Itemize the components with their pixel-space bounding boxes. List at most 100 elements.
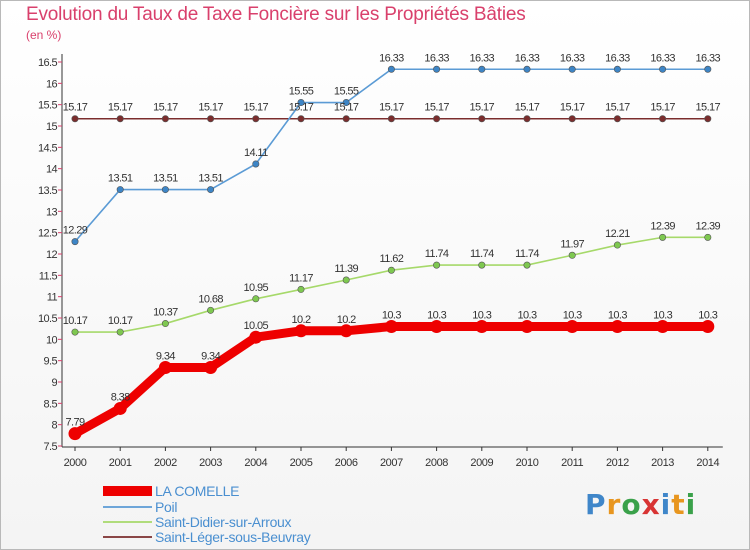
data-label: 15.55 bbox=[289, 86, 314, 98]
y-tick-label: 10 bbox=[46, 334, 58, 346]
data-point bbox=[116, 115, 124, 123]
data-label: 10.3 bbox=[517, 310, 536, 322]
data-label: 15.17 bbox=[379, 102, 404, 114]
data-label: 11.97 bbox=[560, 238, 584, 250]
data-point bbox=[659, 233, 667, 241]
data-point bbox=[387, 65, 395, 73]
y-tick-label: 11.5 bbox=[39, 270, 58, 282]
data-label: 16.33 bbox=[696, 52, 721, 64]
y-tick-label: 12 bbox=[46, 249, 58, 261]
data-label: 16.33 bbox=[515, 52, 540, 64]
data-label: 15.17 bbox=[605, 102, 630, 114]
data-point bbox=[704, 65, 712, 73]
data-label: 10.17 bbox=[108, 315, 133, 327]
y-tick-label: 8 bbox=[51, 420, 57, 432]
data-point bbox=[478, 115, 486, 123]
y-tick-label: 9 bbox=[51, 377, 57, 389]
data-point bbox=[339, 324, 353, 338]
x-tick-label: 2007 bbox=[380, 457, 403, 469]
data-point bbox=[387, 266, 395, 274]
data-point bbox=[158, 360, 172, 374]
data-point bbox=[71, 238, 79, 246]
data-point bbox=[565, 320, 579, 334]
data-point bbox=[204, 360, 218, 374]
x-tick-label: 2002 bbox=[154, 457, 177, 469]
data-label: 14.11 bbox=[244, 147, 268, 159]
y-tick-label: 14 bbox=[46, 164, 58, 176]
proxiti-logo: Proxiti bbox=[585, 488, 697, 521]
legend-label: Saint-Didier-sur-Arroux bbox=[155, 514, 292, 530]
data-point bbox=[523, 65, 531, 73]
data-label: 11.17 bbox=[289, 272, 313, 284]
data-label: 15.17 bbox=[650, 102, 675, 114]
y-tick-label: 13.5 bbox=[38, 185, 57, 197]
data-label: 10.17 bbox=[63, 315, 88, 327]
x-tick-label: 2014 bbox=[696, 457, 719, 469]
data-point bbox=[207, 115, 215, 123]
series-line-la-comelle bbox=[70, 322, 713, 439]
data-label: 10.3 bbox=[427, 310, 446, 322]
data-point bbox=[342, 115, 350, 123]
data-point bbox=[659, 115, 667, 123]
x-tick-label: 2010 bbox=[516, 457, 539, 469]
data-point bbox=[116, 186, 124, 194]
x-tick-label: 2008 bbox=[425, 457, 448, 469]
data-label: 10.2 bbox=[291, 314, 310, 326]
chart-title: Evolution du Taux de Taxe Foncière sur l… bbox=[26, 4, 526, 25]
data-point bbox=[207, 186, 215, 194]
y-tick-label: 16.5 bbox=[38, 57, 57, 69]
data-label: 16.33 bbox=[605, 52, 630, 64]
data-label: 12.39 bbox=[650, 220, 675, 232]
y-axis-unit: (en %) bbox=[26, 28, 62, 42]
data-label: 11.74 bbox=[470, 248, 494, 260]
data-point bbox=[252, 115, 260, 123]
data-point bbox=[656, 320, 670, 334]
data-label: 10.3 bbox=[382, 310, 401, 322]
data-label: 13.51 bbox=[108, 173, 133, 185]
data-point bbox=[613, 65, 621, 73]
y-tick-label: 12.5 bbox=[38, 228, 57, 240]
data-label: 15.17 bbox=[424, 102, 449, 114]
data-point bbox=[430, 320, 444, 334]
data-point bbox=[704, 233, 712, 241]
x-tick-label: 2011 bbox=[561, 457, 583, 469]
data-point bbox=[433, 261, 441, 269]
data-label: 16.33 bbox=[650, 52, 675, 64]
series-line-poil bbox=[74, 68, 709, 243]
y-tick-label: 7.5 bbox=[44, 441, 58, 453]
data-label: 15.17 bbox=[63, 102, 88, 114]
data-label: 16.33 bbox=[424, 52, 449, 64]
data-label: 13.51 bbox=[198, 173, 223, 185]
data-point bbox=[207, 306, 215, 314]
data-label: 16.33 bbox=[560, 52, 585, 64]
data-label: 12.29 bbox=[63, 225, 88, 237]
data-label: 9.34 bbox=[201, 350, 220, 362]
data-label: 10.2 bbox=[337, 314, 356, 326]
y-tick-label: 9.5 bbox=[44, 356, 58, 368]
y-tick-label: 15 bbox=[46, 121, 58, 133]
data-point bbox=[613, 115, 621, 123]
data-point bbox=[342, 276, 350, 284]
data-point bbox=[161, 320, 169, 328]
legend-label: Poil bbox=[155, 499, 177, 515]
data-point bbox=[433, 115, 441, 123]
data-point bbox=[113, 401, 127, 415]
data-point bbox=[116, 328, 124, 336]
y-tick-label: 14.5 bbox=[38, 142, 57, 154]
x-tick-label: 2003 bbox=[199, 457, 222, 469]
data-label: 10.3 bbox=[472, 310, 491, 322]
data-point bbox=[568, 251, 576, 259]
data-label: 10.37 bbox=[153, 307, 178, 319]
data-point bbox=[704, 115, 712, 123]
data-point bbox=[71, 115, 79, 123]
data-label: 13.51 bbox=[153, 173, 178, 185]
data-point bbox=[613, 241, 621, 249]
data-point bbox=[568, 115, 576, 123]
data-point bbox=[161, 186, 169, 194]
data-point bbox=[610, 320, 624, 334]
data-point bbox=[297, 285, 305, 293]
data-point bbox=[342, 99, 350, 107]
data-label: 15.55 bbox=[334, 86, 359, 98]
